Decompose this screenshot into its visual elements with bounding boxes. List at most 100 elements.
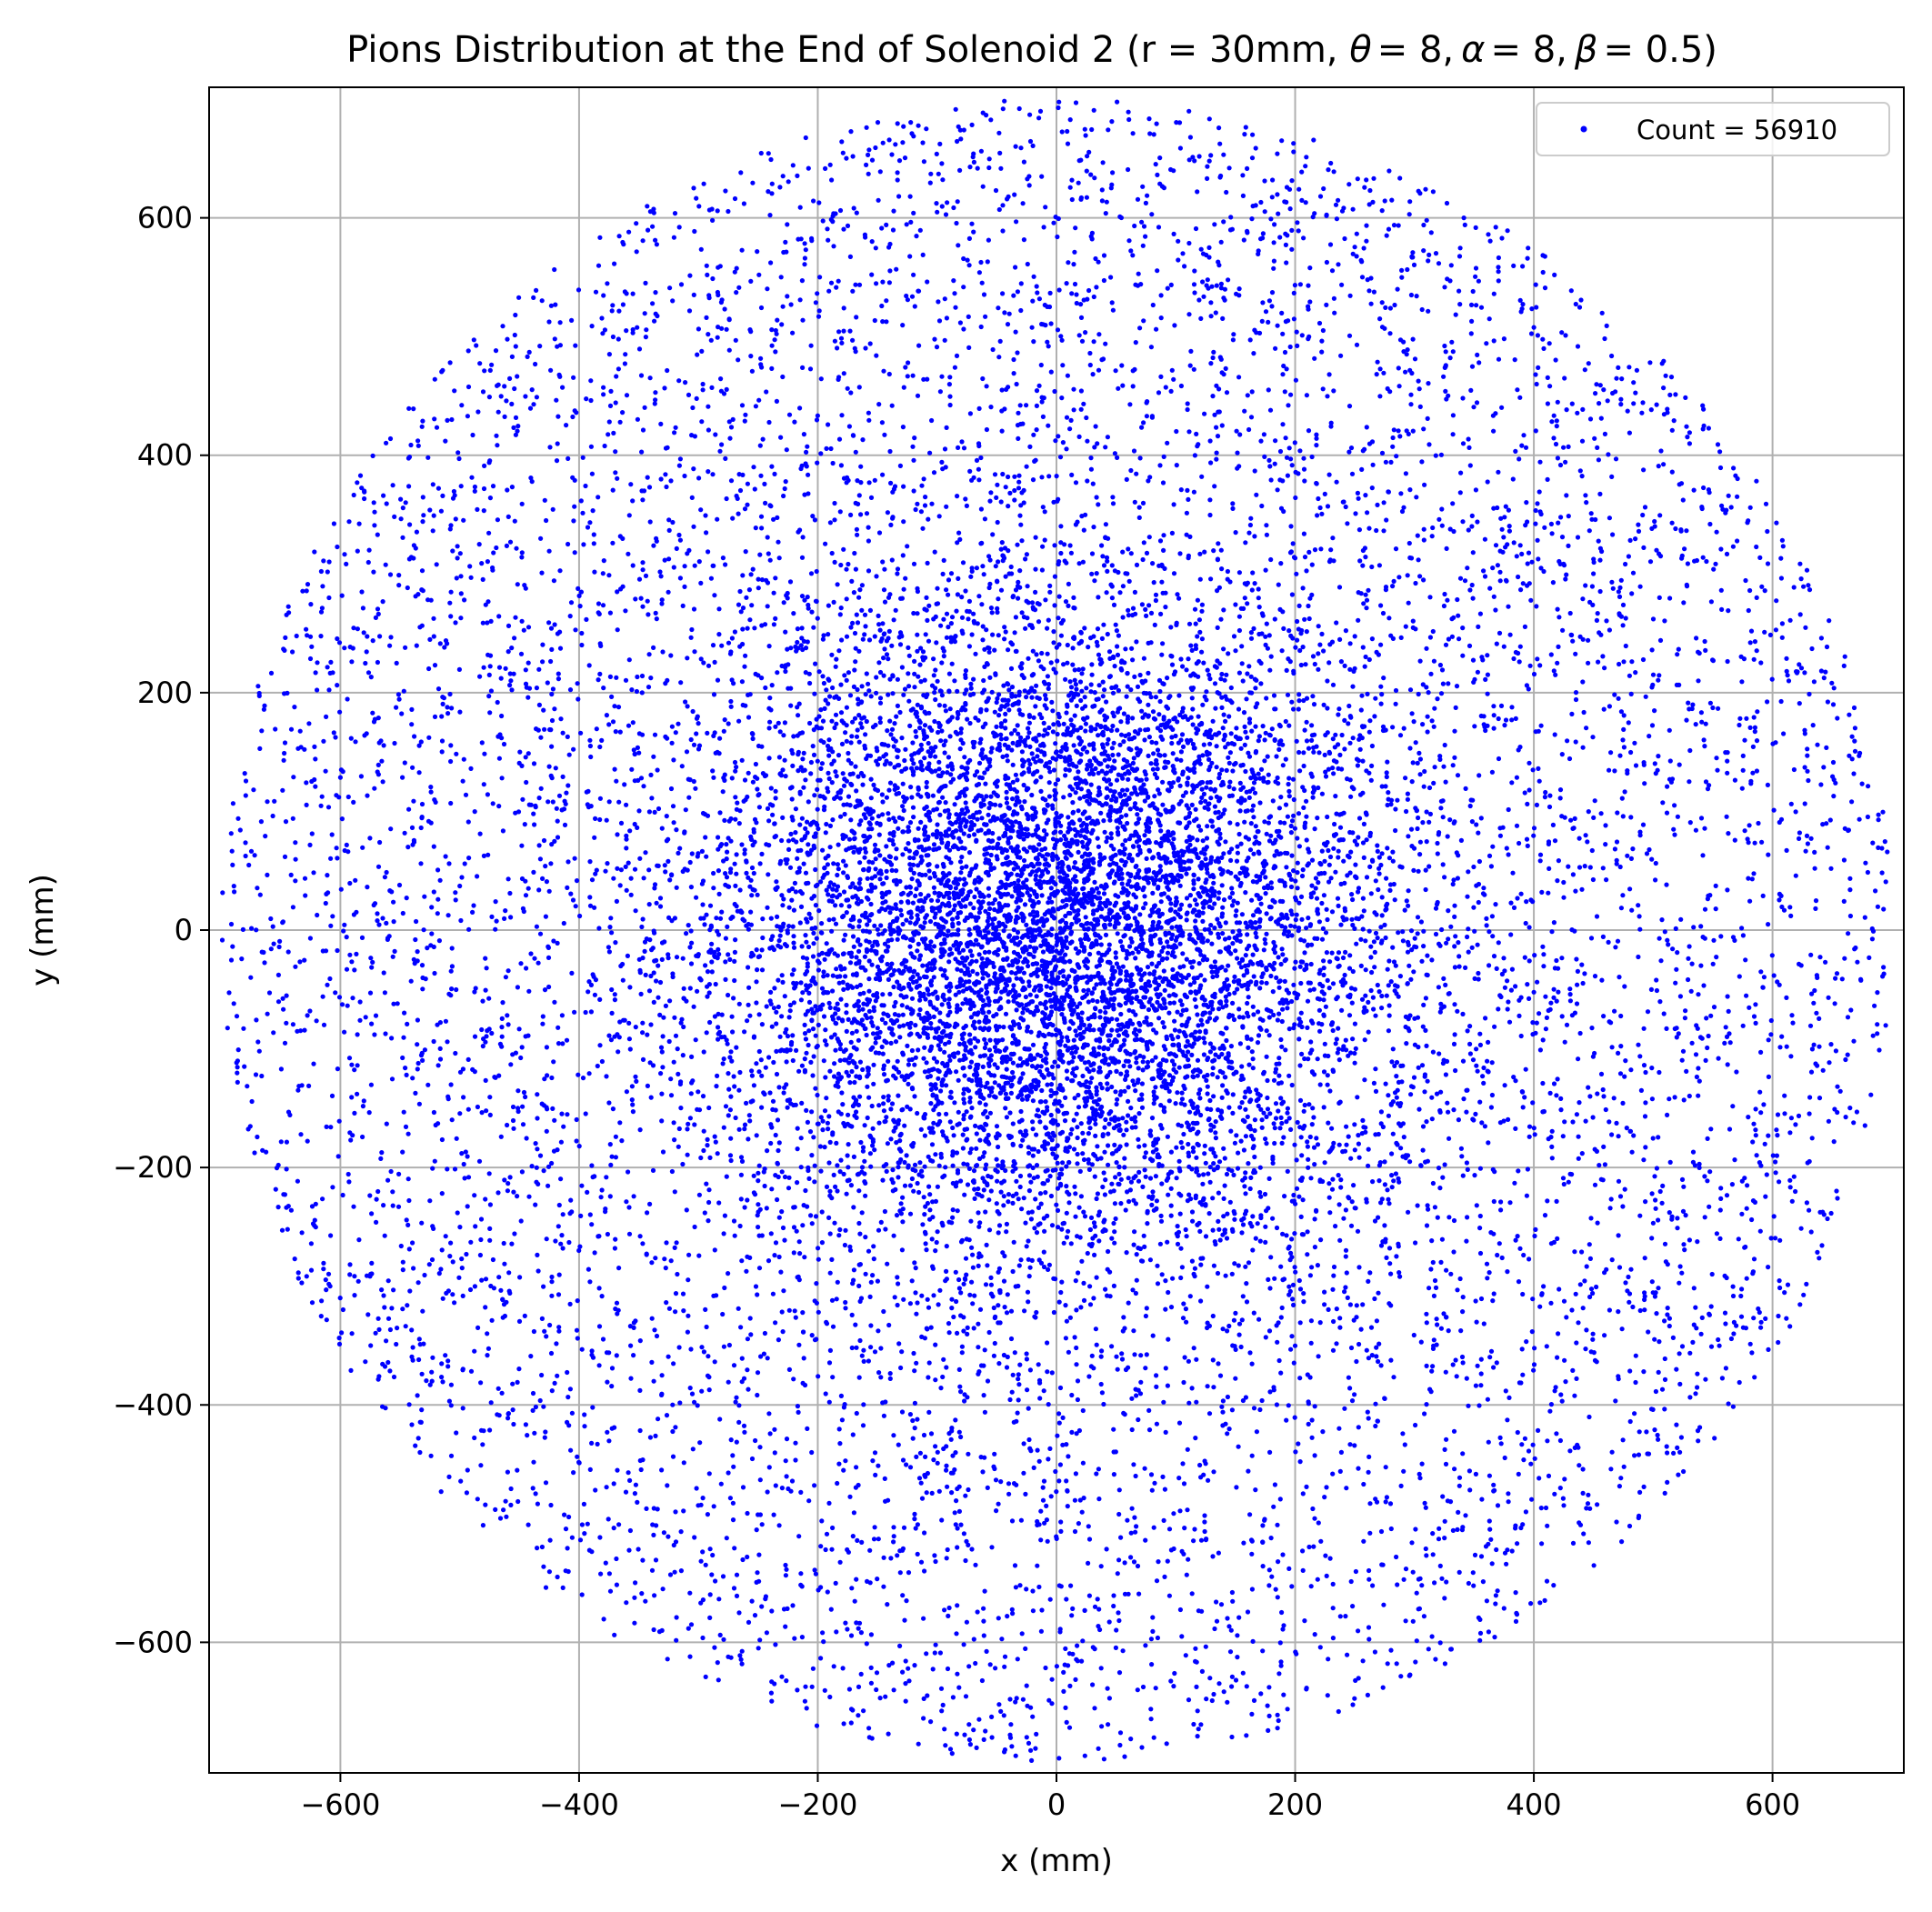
scatter-point	[799, 997, 804, 1002]
scatter-point	[547, 1569, 552, 1574]
scatter-point	[798, 205, 803, 210]
scatter-point	[835, 345, 839, 350]
scatter-point	[566, 1423, 571, 1427]
scatter-point	[1458, 576, 1463, 581]
scatter-point	[756, 398, 761, 403]
scatter-point	[776, 1148, 780, 1153]
title-beta-value: = 0.5)	[1603, 29, 1717, 71]
scatter-point	[1748, 1342, 1753, 1346]
scatter-point	[1409, 827, 1414, 832]
scatter-point	[509, 1487, 514, 1491]
scatter-point	[1441, 815, 1446, 819]
scatter-point	[1012, 488, 1016, 493]
scatter-point	[1476, 1069, 1480, 1074]
scatter-point	[1617, 1484, 1622, 1488]
scatter-point	[1502, 336, 1507, 341]
scatter-point	[855, 735, 859, 739]
scatter-point	[516, 1088, 520, 1093]
scatter-point	[861, 637, 866, 642]
scatter-point	[1141, 906, 1146, 910]
scatter-point	[944, 587, 948, 592]
scatter-point	[1356, 491, 1360, 496]
scatter-point	[633, 596, 637, 601]
scatter-point	[1443, 1162, 1447, 1166]
scatter-point	[663, 472, 667, 476]
scatter-point	[704, 1675, 708, 1679]
scatter-point	[849, 1183, 854, 1187]
scatter-point	[1155, 268, 1159, 273]
scatter-point	[597, 1286, 602, 1290]
scatter-point	[1700, 506, 1705, 511]
scatter-point	[724, 936, 728, 941]
scatter-point	[744, 860, 748, 865]
scatter-point	[1134, 776, 1138, 781]
scatter-point	[1616, 1051, 1620, 1056]
scatter-point	[1301, 1299, 1306, 1304]
scatter-point	[1256, 586, 1261, 591]
scatter-point	[587, 663, 592, 667]
scatter-point	[1236, 822, 1240, 826]
scatter-point	[823, 1075, 827, 1079]
scatter-point	[980, 1678, 985, 1683]
scatter-point	[1197, 1463, 1202, 1467]
scatter-point	[440, 1137, 445, 1142]
scatter-point	[1547, 794, 1552, 798]
scatter-point	[671, 757, 676, 762]
scatter-point	[1131, 131, 1136, 135]
scatter-point	[742, 1126, 746, 1131]
scatter-point	[949, 761, 954, 766]
scatter-point	[1176, 1476, 1181, 1480]
scatter-point	[1718, 465, 1723, 470]
scatter-point	[1156, 225, 1161, 229]
scatter-point	[572, 1010, 576, 1015]
scatter-point	[584, 1010, 588, 1015]
scatter-point	[1348, 795, 1353, 799]
scatter-point	[1265, 622, 1269, 626]
scatter-point	[1193, 1436, 1197, 1440]
scatter-point	[1257, 925, 1262, 929]
scatter-point	[1389, 1173, 1394, 1177]
scatter-point	[715, 1074, 719, 1078]
scatter-point	[1003, 1106, 1007, 1110]
scatter-point	[1523, 1437, 1527, 1441]
scatter-point	[1662, 618, 1667, 623]
scatter-point	[966, 345, 971, 350]
scatter-point	[681, 1308, 686, 1313]
scatter-point	[1207, 898, 1212, 903]
scatter-point	[1495, 1360, 1499, 1365]
scatter-point	[1393, 988, 1397, 993]
scatter-point	[495, 443, 499, 447]
scatter-point	[824, 1547, 828, 1552]
scatter-point	[1601, 1145, 1606, 1149]
scatter-point	[1785, 848, 1789, 853]
scatter-point	[1479, 1554, 1484, 1558]
scatter-point	[1567, 514, 1571, 518]
scatter-point	[743, 413, 747, 417]
scatter-point	[1102, 1170, 1106, 1175]
scatter-point	[1080, 339, 1085, 344]
scatter-point	[1011, 987, 1016, 992]
scatter-point	[1556, 645, 1560, 649]
scatter-point	[839, 710, 844, 715]
scatter-point	[1027, 894, 1032, 898]
scatter-point	[1591, 877, 1596, 882]
scatter-point	[982, 1633, 986, 1637]
scatter-point	[1193, 918, 1197, 923]
scatter-point	[550, 1106, 555, 1111]
scatter-point	[966, 616, 970, 621]
scatter-point	[842, 951, 846, 956]
scatter-point	[1143, 607, 1147, 612]
scatter-point	[683, 564, 687, 568]
scatter-point	[432, 1039, 436, 1044]
scatter-point	[1640, 513, 1645, 517]
scatter-point	[420, 1309, 425, 1314]
scatter-point	[1219, 672, 1224, 676]
scatter-point	[1331, 1319, 1336, 1324]
scatter-point	[837, 1227, 842, 1232]
scatter-point	[723, 977, 727, 982]
scatter-point	[1194, 622, 1198, 626]
scatter-point	[611, 1106, 616, 1111]
scatter-point	[1501, 826, 1506, 830]
scatter-point	[719, 910, 724, 915]
scatter-point	[1244, 953, 1248, 957]
